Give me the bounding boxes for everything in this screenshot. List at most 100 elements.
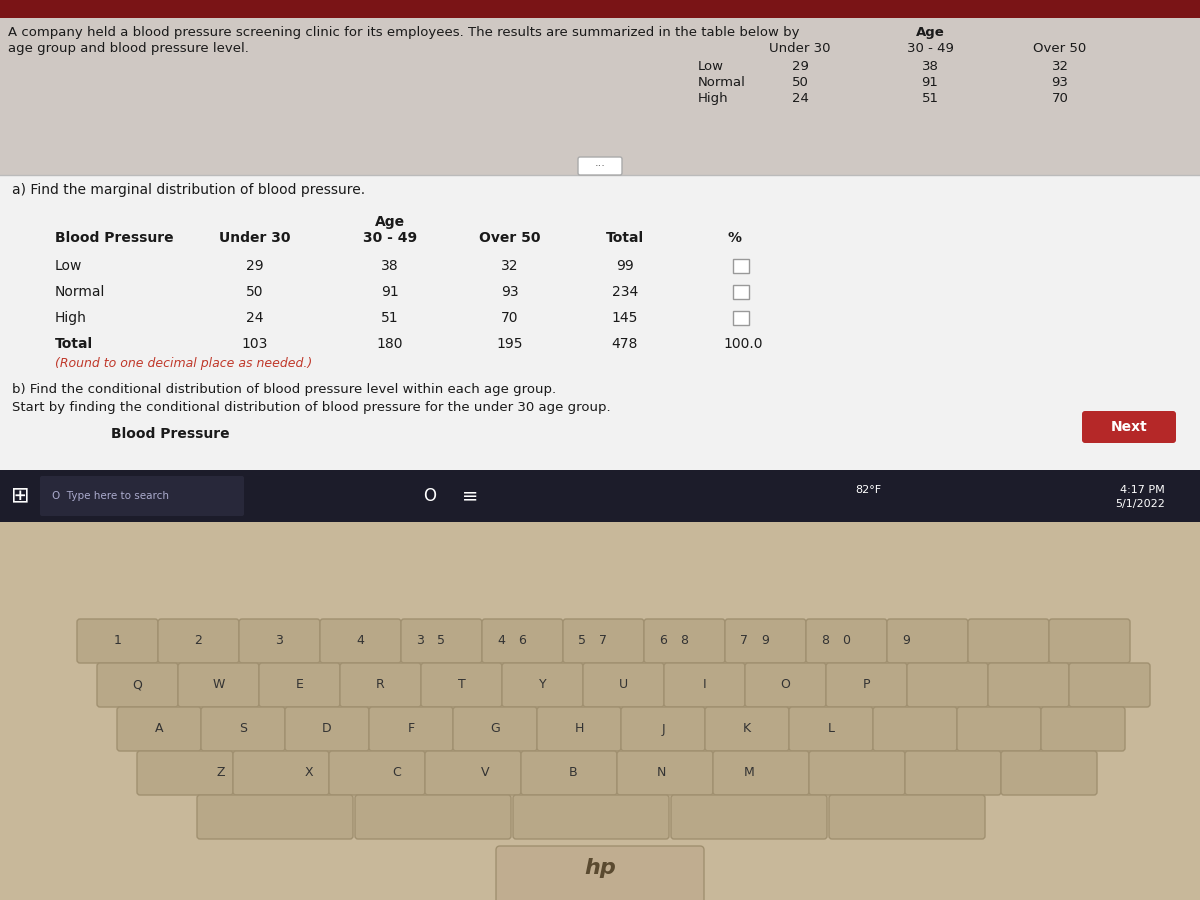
Text: 24: 24 bbox=[246, 311, 264, 325]
Text: 32: 32 bbox=[502, 259, 518, 273]
Text: U: U bbox=[619, 679, 628, 691]
Text: 6: 6 bbox=[518, 634, 527, 647]
FancyBboxPatch shape bbox=[97, 663, 178, 707]
Text: %: % bbox=[728, 231, 742, 245]
Text: 7: 7 bbox=[740, 634, 748, 647]
FancyBboxPatch shape bbox=[829, 795, 985, 839]
FancyBboxPatch shape bbox=[0, 0, 1200, 470]
FancyBboxPatch shape bbox=[521, 751, 617, 795]
FancyBboxPatch shape bbox=[421, 663, 502, 707]
Text: J: J bbox=[661, 723, 665, 735]
Text: C: C bbox=[392, 767, 401, 779]
FancyBboxPatch shape bbox=[502, 663, 583, 707]
Text: H: H bbox=[575, 723, 583, 735]
FancyBboxPatch shape bbox=[425, 751, 521, 795]
Text: 50: 50 bbox=[246, 285, 264, 299]
Text: 91: 91 bbox=[922, 76, 938, 89]
Text: 70: 70 bbox=[502, 311, 518, 325]
Text: A company held a blood pressure screening clinic for its employees. The results : A company held a blood pressure screenin… bbox=[8, 26, 799, 39]
Text: L: L bbox=[828, 723, 834, 735]
FancyBboxPatch shape bbox=[809, 751, 905, 795]
FancyBboxPatch shape bbox=[968, 619, 1049, 663]
Text: 3: 3 bbox=[416, 634, 424, 647]
Text: Q: Q bbox=[132, 679, 143, 691]
Text: Over 50: Over 50 bbox=[479, 231, 541, 245]
FancyBboxPatch shape bbox=[583, 663, 664, 707]
Text: Under 30: Under 30 bbox=[769, 42, 830, 55]
FancyBboxPatch shape bbox=[514, 795, 670, 839]
Text: 5: 5 bbox=[578, 634, 586, 647]
Text: Blood Pressure: Blood Pressure bbox=[55, 231, 174, 245]
Text: E: E bbox=[295, 679, 304, 691]
Text: 1: 1 bbox=[114, 634, 121, 647]
Text: O: O bbox=[780, 679, 791, 691]
FancyBboxPatch shape bbox=[538, 707, 622, 751]
Text: hp: hp bbox=[584, 858, 616, 878]
FancyBboxPatch shape bbox=[0, 175, 1200, 470]
FancyBboxPatch shape bbox=[340, 663, 421, 707]
Text: T: T bbox=[457, 679, 466, 691]
FancyBboxPatch shape bbox=[178, 663, 259, 707]
Text: Low: Low bbox=[55, 259, 83, 273]
FancyBboxPatch shape bbox=[806, 619, 887, 663]
FancyBboxPatch shape bbox=[905, 751, 1001, 795]
Text: 9: 9 bbox=[762, 634, 769, 647]
Text: 103: 103 bbox=[242, 337, 268, 351]
FancyBboxPatch shape bbox=[733, 285, 749, 299]
FancyBboxPatch shape bbox=[401, 619, 482, 663]
Text: Z: Z bbox=[217, 767, 226, 779]
Text: Blood Pressure: Blood Pressure bbox=[110, 427, 229, 441]
Text: Under 30: Under 30 bbox=[220, 231, 290, 245]
Text: Low: Low bbox=[698, 60, 724, 73]
Text: 3: 3 bbox=[276, 634, 283, 647]
FancyBboxPatch shape bbox=[0, 0, 1200, 18]
Text: 7: 7 bbox=[600, 634, 607, 647]
FancyBboxPatch shape bbox=[745, 663, 826, 707]
Text: 91: 91 bbox=[382, 285, 398, 299]
Text: 99: 99 bbox=[616, 259, 634, 273]
FancyBboxPatch shape bbox=[622, 707, 706, 751]
Text: 180: 180 bbox=[377, 337, 403, 351]
Text: 30 - 49: 30 - 49 bbox=[362, 231, 418, 245]
FancyBboxPatch shape bbox=[77, 619, 158, 663]
FancyBboxPatch shape bbox=[197, 795, 353, 839]
Text: High: High bbox=[55, 311, 86, 325]
Text: Age: Age bbox=[916, 26, 944, 39]
Text: 5: 5 bbox=[438, 634, 445, 647]
Text: 5/1/2022: 5/1/2022 bbox=[1115, 499, 1165, 509]
Text: 8: 8 bbox=[821, 634, 829, 647]
Text: 30 - 49: 30 - 49 bbox=[906, 42, 954, 55]
FancyBboxPatch shape bbox=[713, 751, 809, 795]
Text: 478: 478 bbox=[612, 337, 638, 351]
FancyBboxPatch shape bbox=[563, 619, 644, 663]
FancyBboxPatch shape bbox=[644, 619, 725, 663]
Text: G: G bbox=[490, 723, 500, 735]
Text: age group and blood pressure level.: age group and blood pressure level. bbox=[8, 42, 248, 55]
FancyBboxPatch shape bbox=[907, 663, 988, 707]
Text: K: K bbox=[743, 723, 751, 735]
Text: M: M bbox=[744, 767, 755, 779]
Text: 38: 38 bbox=[922, 60, 938, 73]
Text: N: N bbox=[656, 767, 666, 779]
FancyBboxPatch shape bbox=[329, 751, 425, 795]
Text: B: B bbox=[569, 767, 577, 779]
Text: O: O bbox=[424, 487, 437, 505]
Text: 38: 38 bbox=[382, 259, 398, 273]
Text: I: I bbox=[703, 679, 707, 691]
FancyBboxPatch shape bbox=[137, 751, 233, 795]
Text: 6: 6 bbox=[659, 634, 667, 647]
Text: 4: 4 bbox=[497, 634, 505, 647]
Text: 24: 24 bbox=[792, 92, 809, 105]
Text: V: V bbox=[481, 767, 490, 779]
Text: D: D bbox=[322, 723, 332, 735]
FancyBboxPatch shape bbox=[286, 707, 370, 751]
FancyBboxPatch shape bbox=[320, 619, 401, 663]
Text: 32: 32 bbox=[1051, 60, 1068, 73]
Text: Age: Age bbox=[374, 215, 406, 229]
Text: O  Type here to search: O Type here to search bbox=[52, 491, 169, 501]
Text: 70: 70 bbox=[1051, 92, 1068, 105]
FancyBboxPatch shape bbox=[1049, 619, 1130, 663]
FancyBboxPatch shape bbox=[887, 619, 968, 663]
FancyBboxPatch shape bbox=[617, 751, 713, 795]
Text: 100.0: 100.0 bbox=[724, 337, 763, 351]
